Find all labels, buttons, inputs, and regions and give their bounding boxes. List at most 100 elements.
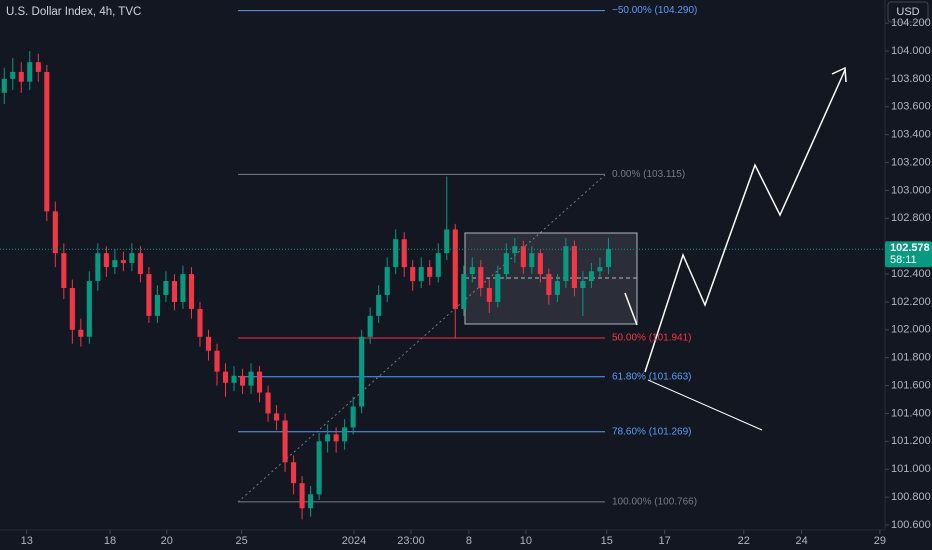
candle-body xyxy=(274,413,280,421)
candle-body xyxy=(435,253,441,277)
x-tick-label: 10 xyxy=(520,535,532,547)
y-tick-label: 103.600 xyxy=(891,101,931,113)
candle-body xyxy=(299,483,305,509)
projection-path xyxy=(644,69,846,373)
candle-body xyxy=(27,62,33,82)
candle-body xyxy=(265,392,271,414)
candle-body xyxy=(197,308,203,337)
y-tick-label: 100.800 xyxy=(891,491,931,503)
candle-body xyxy=(486,288,492,302)
y-tick-label: 103.400 xyxy=(891,129,931,141)
candle-body xyxy=(86,281,92,337)
candle-body xyxy=(444,229,450,254)
y-tick-label: 101.400 xyxy=(891,407,931,419)
x-tick-label: 2024 xyxy=(342,535,366,547)
y-tick-label: 104.200 xyxy=(891,17,931,29)
x-tick-label: 29 xyxy=(874,535,886,547)
candle-body xyxy=(61,253,67,289)
candle-body xyxy=(427,267,433,277)
drawings xyxy=(237,10,847,503)
candle-body xyxy=(95,253,101,282)
candle-body xyxy=(69,288,75,330)
y-tick-label: 102.200 xyxy=(891,296,931,308)
x-tick-label: 8 xyxy=(466,535,472,547)
candle-body xyxy=(325,434,331,442)
candle-body xyxy=(520,246,526,268)
projection-line xyxy=(647,379,763,431)
candle-body xyxy=(597,267,603,272)
candle-body xyxy=(256,371,263,393)
x-tick-label: 15 xyxy=(601,535,613,547)
candle-body xyxy=(478,267,484,289)
candle-body xyxy=(308,494,314,509)
fib-level-label: −50.00% (104.290) xyxy=(612,5,697,16)
fib-level-label: 78.60% (101.269) xyxy=(612,426,692,437)
candle-body xyxy=(35,62,41,72)
candle-body xyxy=(605,248,611,268)
candle-body xyxy=(410,267,416,282)
projection-arrowhead xyxy=(831,66,847,83)
y-tick-label: 100.600 xyxy=(891,519,931,531)
candle-body xyxy=(231,375,237,383)
candle-body xyxy=(495,274,501,302)
candle-body xyxy=(367,315,373,337)
candle-body xyxy=(571,246,577,289)
projection-line xyxy=(624,292,638,326)
candle-body xyxy=(291,462,297,484)
candle-body xyxy=(452,229,458,309)
candle-body xyxy=(1,78,7,93)
candle-body xyxy=(120,260,126,263)
x-tick-label: 17 xyxy=(658,535,670,547)
currency-box[interactable] xyxy=(887,1,929,23)
candle-body xyxy=(154,294,160,316)
candle-body xyxy=(503,253,509,275)
y-tick-label: 101.200 xyxy=(891,435,931,447)
candle-body xyxy=(163,281,169,295)
candle-body xyxy=(384,267,390,295)
candle-body xyxy=(103,253,109,268)
x-tick-label: 23:00 xyxy=(397,535,425,547)
x-tick-label: 20 xyxy=(161,535,173,547)
x-tick-label: 18 xyxy=(104,535,116,547)
candle-body xyxy=(44,71,50,212)
candle-body xyxy=(137,253,143,275)
candle-body xyxy=(401,239,407,268)
candle-body xyxy=(222,371,229,383)
candle-body xyxy=(554,281,560,295)
y-tick-label: 103.200 xyxy=(891,156,931,168)
last-price-box xyxy=(885,241,932,268)
candle-body xyxy=(342,427,348,442)
candle-body xyxy=(469,267,475,275)
x-tick-label: 22 xyxy=(738,535,750,547)
candle-body xyxy=(537,253,543,275)
candle-body xyxy=(588,271,594,282)
y-tick-label: 103.000 xyxy=(891,184,931,196)
candle-body xyxy=(248,371,254,386)
y-tick-label: 104.000 xyxy=(891,45,931,57)
candle-body xyxy=(376,294,382,316)
currency-label[interactable]: USD xyxy=(896,6,919,18)
candle-body xyxy=(112,260,118,268)
candle-body xyxy=(239,375,246,386)
candle-body xyxy=(180,274,186,302)
candle-body xyxy=(146,274,152,316)
y-tick-label: 103.800 xyxy=(891,73,931,85)
y-tick-label: 102.000 xyxy=(891,324,931,336)
y-tick-label: 102.400 xyxy=(891,268,931,280)
candle-body xyxy=(333,434,339,442)
candle-body xyxy=(129,253,135,263)
chart-title: U.S. Dollar Index, 4h, TVC xyxy=(6,6,141,18)
last-price-label: 102.578 xyxy=(890,242,930,254)
fib-trend-line xyxy=(237,174,606,503)
candle-body xyxy=(359,336,365,407)
x-tick-label: 13 xyxy=(21,535,33,547)
candle-body xyxy=(393,239,399,268)
y-tick-label: 102.800 xyxy=(891,212,931,224)
candle-body xyxy=(171,281,177,302)
y-tick-label: 101.000 xyxy=(891,463,931,475)
candle-body xyxy=(350,406,356,428)
candle-body xyxy=(214,350,220,372)
candle-body xyxy=(282,420,288,463)
y-tick-label: 101.600 xyxy=(891,379,931,391)
